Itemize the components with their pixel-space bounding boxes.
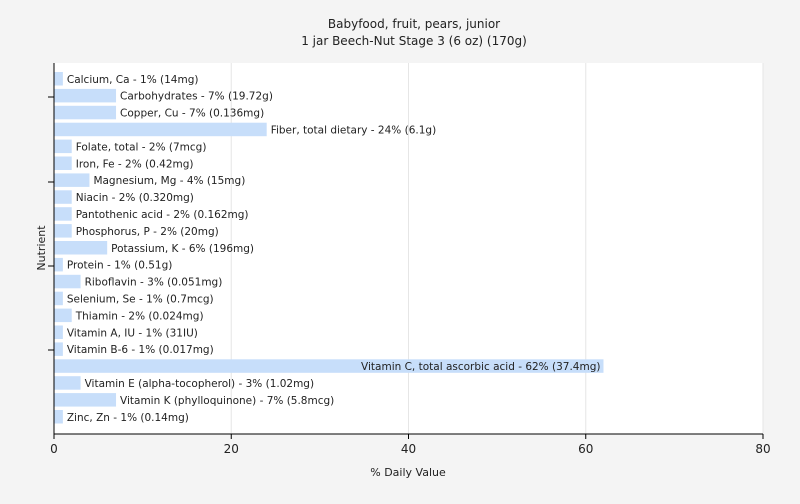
bar-label: Niacin - 2% (0.320mg) <box>76 192 194 204</box>
bar <box>54 156 72 170</box>
bar <box>54 224 72 238</box>
x-tick-label: 80 <box>755 442 770 456</box>
bar-label: Vitamin K (phylloquinone) - 7% (5.8mcg) <box>120 395 334 407</box>
bar-label: Vitamin C, total ascorbic acid - 62% (37… <box>361 361 600 373</box>
bar-label: Vitamin E (alpha-tocopherol) - 3% (1.02m… <box>85 378 315 390</box>
bar-label: Fiber, total dietary - 24% (6.1g) <box>271 124 436 136</box>
bar <box>54 291 63 306</box>
x-tick-label: 20 <box>224 442 239 456</box>
bar <box>54 122 267 137</box>
bar-label: Folate, total - 2% (7mcg) <box>76 141 207 153</box>
bar-label: Phosphorus, P - 2% (20mg) <box>76 226 219 238</box>
bar-label: Vitamin A, IU - 1% (31IU) <box>67 327 198 339</box>
bar <box>54 241 108 255</box>
bar-label: Calcium, Ca - 1% (14mg) <box>67 74 199 86</box>
bar-label: Pantothenic acid - 2% (0.162mg) <box>76 209 249 221</box>
bar <box>54 274 81 289</box>
y-axis-title: Nutrient <box>35 225 48 271</box>
bar <box>54 393 117 407</box>
bar <box>54 410 63 424</box>
chart-title: Babyfood, fruit, pears, junior <box>328 17 500 31</box>
x-tick-label: 0 <box>50 442 58 456</box>
bar-label: Iron, Fe - 2% (0.42mg) <box>76 158 194 170</box>
bar-label: Magnesium, Mg - 4% (15mg) <box>93 175 245 187</box>
bar-label: Vitamin B-6 - 1% (0.017mg) <box>67 344 214 356</box>
bar <box>54 72 63 86</box>
chart-subtitle: 1 jar Beech-Nut Stage 3 (6 oz) (170g) <box>301 34 527 48</box>
bar <box>54 308 72 323</box>
bar <box>54 105 117 120</box>
bar-label: Selenium, Se - 1% (0.7mcg) <box>67 293 214 305</box>
bar <box>54 173 90 187</box>
bar <box>54 207 72 221</box>
x-tick-label: 60 <box>578 442 593 456</box>
bar <box>54 359 604 373</box>
bar-label: Copper, Cu - 7% (0.136mg) <box>120 108 264 120</box>
bar <box>54 139 72 154</box>
bar-label: Potassium, K - 6% (196mg) <box>111 243 254 255</box>
bar <box>54 342 63 356</box>
bar-label: Protein - 1% (0.51g) <box>67 260 173 272</box>
bar <box>54 376 81 390</box>
x-axis-title: % Daily Value <box>370 466 446 479</box>
bar <box>54 325 63 339</box>
bar-label: Riboflavin - 3% (0.051mg) <box>85 277 223 289</box>
bar <box>54 190 72 204</box>
bar-label: Thiamin - 2% (0.024mg) <box>75 310 204 322</box>
bar-label: Carbohydrates - 7% (19.72g) <box>120 91 273 103</box>
x-tick-label: 40 <box>401 442 416 456</box>
bar <box>54 257 63 272</box>
bar <box>54 88 117 103</box>
bar-label: Zinc, Zn - 1% (0.14mg) <box>67 412 189 424</box>
